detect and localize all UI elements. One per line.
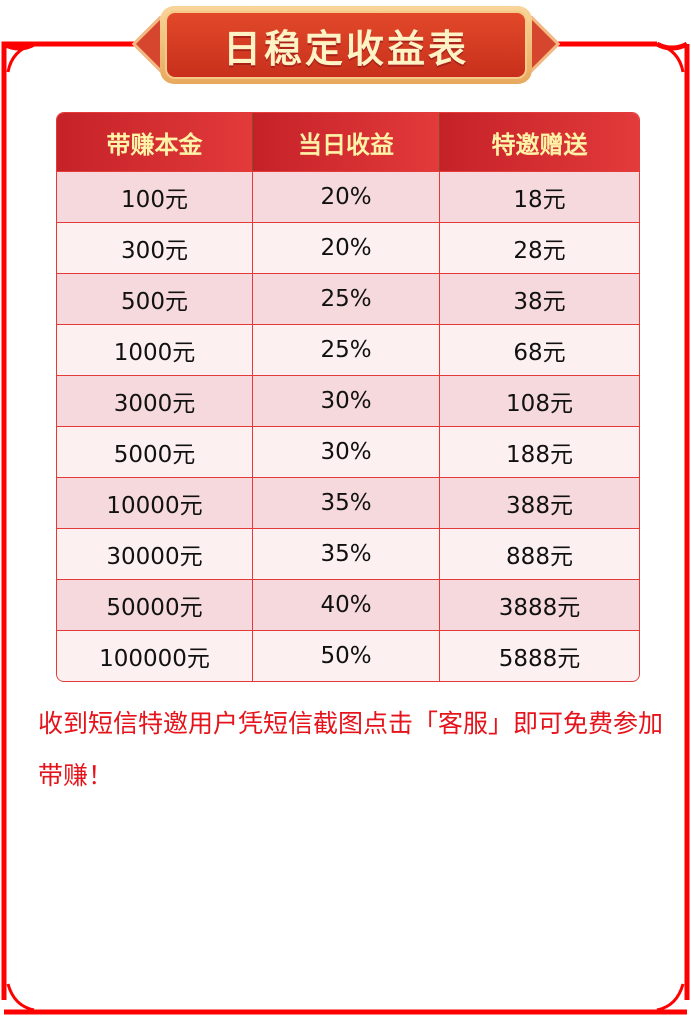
header-gift: 特邀赠送 — [440, 113, 639, 171]
cell-principal: 1000元 — [57, 324, 253, 375]
income-table: 带赚本金 当日收益 特邀赠送 100元 20% 18元 300元 20% 28元 500元 2… — [56, 112, 640, 682]
cell-daily-income: 35% — [253, 528, 440, 579]
cell-principal: 5000元 — [57, 426, 253, 477]
table-row: 50000元 40% 3888元 — [57, 579, 639, 630]
cell-principal: 100000元 — [57, 630, 253, 681]
page-title: 日稳定收益表 — [222, 26, 469, 71]
cell-gift: 3888元 — [440, 579, 639, 630]
cell-gift: 18元 — [440, 171, 639, 222]
cell-daily-income: 50% — [253, 630, 440, 681]
cell-gift: 188元 — [440, 426, 639, 477]
title-banner: 日稳定收益表 — [130, 2, 562, 88]
cell-principal: 10000元 — [57, 477, 253, 528]
cell-gift: 68元 — [440, 324, 639, 375]
cell-daily-income: 40% — [253, 579, 440, 630]
table-row: 30000元 35% 888元 — [57, 528, 639, 579]
table-row: 1000元 25% 68元 — [57, 324, 639, 375]
table-row: 5000元 30% 188元 — [57, 426, 639, 477]
cell-gift: 28元 — [440, 222, 639, 273]
header-daily-income: 当日收益 — [253, 113, 440, 171]
cell-gift: 38元 — [440, 273, 639, 324]
cell-principal: 30000元 — [57, 528, 253, 579]
cell-principal: 50000元 — [57, 579, 253, 630]
cell-gift: 108元 — [440, 375, 639, 426]
table-row: 100000元 50% 5888元 — [57, 630, 639, 681]
cell-principal: 300元 — [57, 222, 253, 273]
cell-gift: 388元 — [440, 477, 639, 528]
cell-daily-income: 25% — [253, 273, 440, 324]
table-row: 500元 25% 38元 — [57, 273, 639, 324]
cell-gift: 5888元 — [440, 630, 639, 681]
cell-principal: 3000元 — [57, 375, 253, 426]
table-row: 10000元 35% 388元 — [57, 477, 639, 528]
cell-daily-income: 30% — [253, 375, 440, 426]
table-header-row: 带赚本金 当日收益 特邀赠送 — [57, 113, 639, 171]
cell-gift: 888元 — [440, 528, 639, 579]
cell-daily-income: 30% — [253, 426, 440, 477]
table-row: 3000元 30% 108元 — [57, 375, 639, 426]
cell-daily-income: 35% — [253, 477, 440, 528]
cell-daily-income: 20% — [253, 222, 440, 273]
cell-daily-income: 20% — [253, 171, 440, 222]
notice-text: 收到短信特邀用户凭短信截图点击「客服」即可免费参加带赚！ — [38, 709, 664, 790]
cell-principal: 100元 — [57, 171, 253, 222]
table-row: 100元 20% 18元 — [57, 171, 639, 222]
cell-principal: 500元 — [57, 273, 253, 324]
table-row: 300元 20% 28元 — [57, 222, 639, 273]
cell-daily-income: 25% — [253, 324, 440, 375]
header-principal: 带赚本金 — [57, 113, 253, 171]
